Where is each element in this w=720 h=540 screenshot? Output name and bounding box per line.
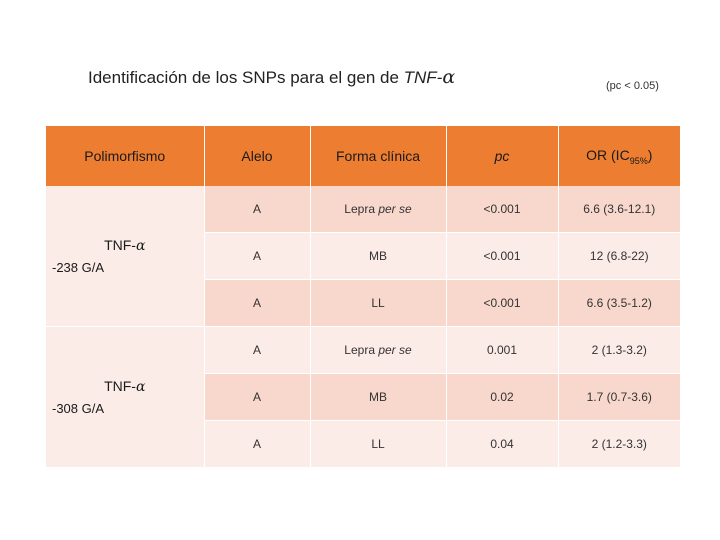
variant-label: -308 G/A xyxy=(52,401,105,416)
polimorfismo-cell: TNF-α -308 G/A xyxy=(46,326,205,468)
cell-pc: <0.001 xyxy=(446,186,559,233)
page-title: Identificación de los SNPs para el gen d… xyxy=(88,66,455,88)
header-or-prefix: OR (IC xyxy=(586,146,630,163)
table-row: TNF-α -308 G/A A Lepra per se 0.001 2 (1… xyxy=(46,326,680,468)
cell-or: 2 (1.2-3.3) xyxy=(558,420,680,468)
header-or-suffix: ) xyxy=(647,146,653,163)
table-row: A MB <0.001 12 (6.8-22) xyxy=(46,232,680,280)
variant-label: -238 G/A xyxy=(52,260,105,275)
table-header-row: Polimorfismo Alelo Forma clínica pc OR (… xyxy=(46,126,680,186)
table-row: A LL 0.04 2 (1.2-3.3) xyxy=(46,420,680,468)
cell-forma: Lepra per se xyxy=(310,326,447,374)
gene-label: TNF-α xyxy=(104,237,146,254)
cell-forma: Lepra per se xyxy=(310,186,447,233)
snp-table: Polimorfismo Alelo Forma clínica pc OR (… xyxy=(46,126,680,468)
cell-pc: <0.001 xyxy=(446,279,559,327)
header-alelo: Alelo xyxy=(204,126,311,186)
cell-forma: LL xyxy=(310,279,447,327)
cell-or: 1.7 (0.7-3.6) xyxy=(558,373,680,421)
polimorfismo-cell: TNF-α -238 G/A xyxy=(46,186,205,327)
table-row: A MB 0.02 1.7 (0.7-3.6) xyxy=(46,373,680,421)
cell-or: 6.6 (3.5-1.2) xyxy=(558,279,680,327)
header-forma-clinica: Forma clínica xyxy=(310,126,447,186)
cell-or: 2 (1.3-3.2) xyxy=(558,326,680,374)
header-polimorfismo: Polimorfismo xyxy=(46,126,205,186)
cell-alelo: A xyxy=(204,232,311,280)
cell-pc: 0.001 xyxy=(446,326,559,374)
cell-alelo: A xyxy=(204,420,311,468)
gene-label: TNF-α xyxy=(104,378,146,395)
title-row: Identificación de los SNPs para el gen d… xyxy=(88,62,688,98)
significance-note: (pc < 0.05) xyxy=(606,80,659,92)
cell-forma: MB xyxy=(310,232,447,280)
header-pc: pc xyxy=(446,126,559,186)
cell-forma: MB xyxy=(310,373,447,421)
cell-alelo: A xyxy=(204,186,311,233)
title-gene: TNF- xyxy=(403,68,443,87)
cell-forma: LL xyxy=(310,420,447,468)
cell-pc: 0.02 xyxy=(446,373,559,421)
cell-pc: 0.04 xyxy=(446,420,559,468)
cell-pc: <0.001 xyxy=(446,232,559,280)
title-alpha-symbol: α xyxy=(442,66,456,88)
cell-alelo: A xyxy=(204,279,311,327)
header-or-sub: 95% xyxy=(629,155,648,166)
table-row: A LL <0.001 6.6 (3.5-1.2) xyxy=(46,279,680,327)
cell-or: 12 (6.8-22) xyxy=(558,232,680,280)
header-or: OR (IC95%) xyxy=(558,126,680,186)
table-row: TNF-α -238 G/A A Lepra per se <0.001 6.6… xyxy=(46,186,680,327)
cell-alelo: A xyxy=(204,373,311,421)
cell-or: 6.6 (3.6-12.1) xyxy=(558,186,680,233)
cell-alelo: A xyxy=(204,326,311,374)
title-text: Identificación de los SNPs para el gen d… xyxy=(88,68,404,87)
